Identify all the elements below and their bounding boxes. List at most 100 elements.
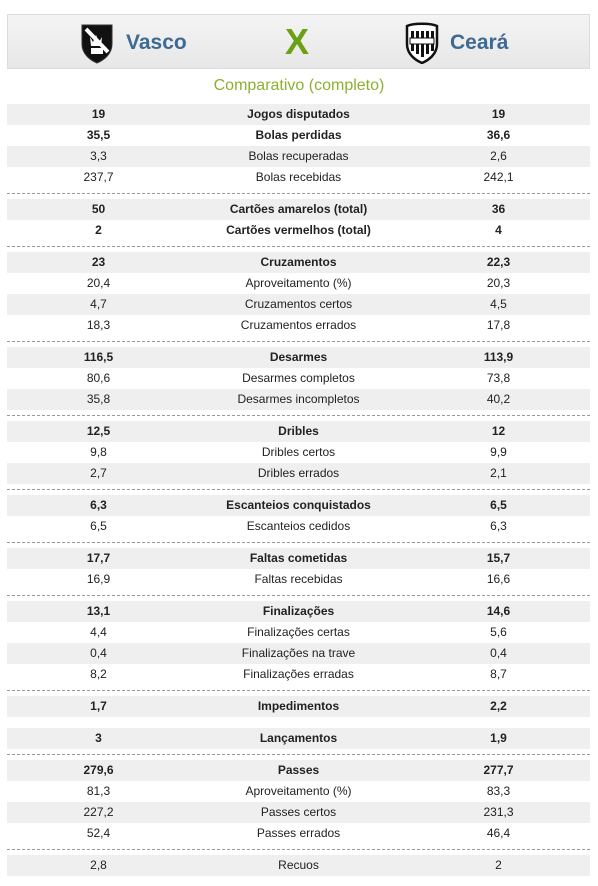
away-value: 9,9 xyxy=(490,445,507,459)
stat-row: 3,3 Bolas recuperadas 2,6 xyxy=(7,146,590,167)
stat-row: 17,7 Faltas cometidas 15,7 xyxy=(7,548,590,569)
group-separator xyxy=(7,590,590,601)
stat-label: Passes xyxy=(277,763,320,777)
stat-row: 35,8 Desarmes incompletos 40,2 xyxy=(7,389,590,410)
stat-label: Desarmes xyxy=(269,350,328,364)
away-value: 2,2 xyxy=(490,699,507,713)
stat-label: Cruzamentos certos xyxy=(244,297,353,311)
home-value: 23 xyxy=(91,255,106,269)
away-value: 22,3 xyxy=(486,255,511,269)
stat-label: Aproveitamento (%) xyxy=(245,276,352,290)
stat-row: 16,9 Faltas recebidas 16,6 xyxy=(7,569,590,590)
stat-label: Faltas cometidas xyxy=(249,551,348,565)
stat-label: Bolas perdidas xyxy=(255,128,342,142)
home-value: 12,5 xyxy=(86,424,111,438)
home-value: 2 xyxy=(95,223,102,237)
home-value: 279,6 xyxy=(83,763,114,777)
stat-label: Dribles certos xyxy=(261,445,336,459)
stat-label: Passes errados xyxy=(256,826,341,840)
away-value: 20,3 xyxy=(486,276,511,290)
stat-label: Escanteios conquistados xyxy=(226,498,371,512)
home-value: 18,3 xyxy=(86,318,111,332)
away-value: 17,8 xyxy=(486,318,511,332)
stat-row: 19 Jogos disputados 19 xyxy=(7,104,590,125)
home-value: 2,8 xyxy=(90,858,107,872)
stat-label: Recuos xyxy=(278,858,319,872)
home-value: 2,7 xyxy=(90,466,107,480)
group-separator xyxy=(7,537,590,548)
home-value: 227,2 xyxy=(83,805,114,819)
home-value: 8,2 xyxy=(90,667,107,681)
away-value: 6,3 xyxy=(490,519,507,533)
away-value: 231,3 xyxy=(483,805,514,819)
home-value: 17,7 xyxy=(86,551,111,565)
group-separator xyxy=(7,717,590,728)
stat-row: 237,7 Bolas recebidas 242,1 xyxy=(7,167,590,188)
home-value: 0,4 xyxy=(90,646,107,660)
away-value: 8,7 xyxy=(490,667,507,681)
stat-label: Escanteios cedidos xyxy=(246,519,351,533)
group-separator xyxy=(7,410,590,421)
stat-row: 8,2 Finalizações erradas 8,7 xyxy=(7,664,590,685)
stat-row: 2,8 Recuos 2 xyxy=(7,855,590,876)
stat-row: 279,6 Passes 277,7 xyxy=(7,760,590,781)
home-value: 4,4 xyxy=(90,625,107,639)
home-value: 20,4 xyxy=(86,276,111,290)
away-value: 113,9 xyxy=(483,350,514,364)
home-value: 19 xyxy=(91,107,106,121)
stat-row: 23 Cruzamentos 22,3 xyxy=(7,252,590,273)
stat-row: 6,5 Escanteios cedidos 6,3 xyxy=(7,516,590,537)
away-value: 4,5 xyxy=(490,297,507,311)
away-value: 0,4 xyxy=(490,646,507,660)
group-separator xyxy=(7,336,590,347)
stat-label: Finalizações xyxy=(262,604,335,618)
stat-row: 18,3 Cruzamentos errados 17,8 xyxy=(7,315,590,336)
away-value: 2 xyxy=(495,858,502,872)
stats-table: 19 Jogos disputados 19 35,5 Bolas perdidas 36… xyxy=(7,104,590,876)
stat-row: 81,3 Aproveitamento (%) 83,3 xyxy=(7,781,590,802)
home-value: 6,5 xyxy=(90,519,107,533)
stat-label: Jogos disputados xyxy=(247,107,350,121)
group-separator xyxy=(7,484,590,495)
away-value: 242,1 xyxy=(483,170,514,184)
away-value: 46,4 xyxy=(486,826,511,840)
away-value: 6,5 xyxy=(490,498,507,512)
away-value: 36 xyxy=(491,202,506,216)
away-value: 36,6 xyxy=(486,128,511,142)
away-value: 16,6 xyxy=(486,572,511,586)
home-value: 237,7 xyxy=(83,170,114,184)
home-value: 3,3 xyxy=(90,149,107,163)
home-value: 116,5 xyxy=(83,350,114,364)
stat-row: 227,2 Passes certos 231,3 xyxy=(7,802,590,823)
ceara-shield-icon xyxy=(405,22,439,64)
home-team-name: Vasco xyxy=(126,31,187,54)
stat-label: Bolas recebidas xyxy=(255,170,342,184)
home-value: 35,5 xyxy=(86,128,111,142)
stat-label: Finalizações certas xyxy=(247,625,350,639)
stat-label: Cruzamentos xyxy=(260,255,337,269)
home-value: 16,9 xyxy=(86,572,111,586)
home-value: 6,3 xyxy=(90,498,107,512)
stat-label: Bolas recuperadas xyxy=(248,149,349,163)
away-value: 83,3 xyxy=(486,784,511,798)
group-separator xyxy=(7,685,590,696)
away-value: 1,9 xyxy=(490,731,507,745)
versus-mark: X xyxy=(285,21,310,62)
home-value: 9,8 xyxy=(90,445,107,459)
stat-row: 12,5 Dribles 12 xyxy=(7,421,590,442)
away-value: 19 xyxy=(491,107,506,121)
stat-label: Aproveitamento (%) xyxy=(245,784,352,798)
stat-row: 2 Cartões vermelhos (total) 4 xyxy=(7,220,590,241)
comparison-subtitle: Comparativo (completo) xyxy=(213,77,385,94)
away-team-name: Ceará xyxy=(450,31,509,54)
stat-row: 3 Lançamentos 1,9 xyxy=(7,728,590,749)
stat-label: Finalizações erradas xyxy=(243,667,354,681)
stat-row: 13,1 Finalizações 14,6 xyxy=(7,601,590,622)
stat-row: 4,7 Cruzamentos certos 4,5 xyxy=(7,294,590,315)
stat-label: Desarmes incompletos xyxy=(237,392,360,406)
vasco-shield-icon xyxy=(81,24,113,64)
away-value: 15,7 xyxy=(486,551,511,565)
stat-label: Dribles errados xyxy=(257,466,340,480)
group-separator xyxy=(7,844,590,855)
away-value: 12 xyxy=(491,424,506,438)
